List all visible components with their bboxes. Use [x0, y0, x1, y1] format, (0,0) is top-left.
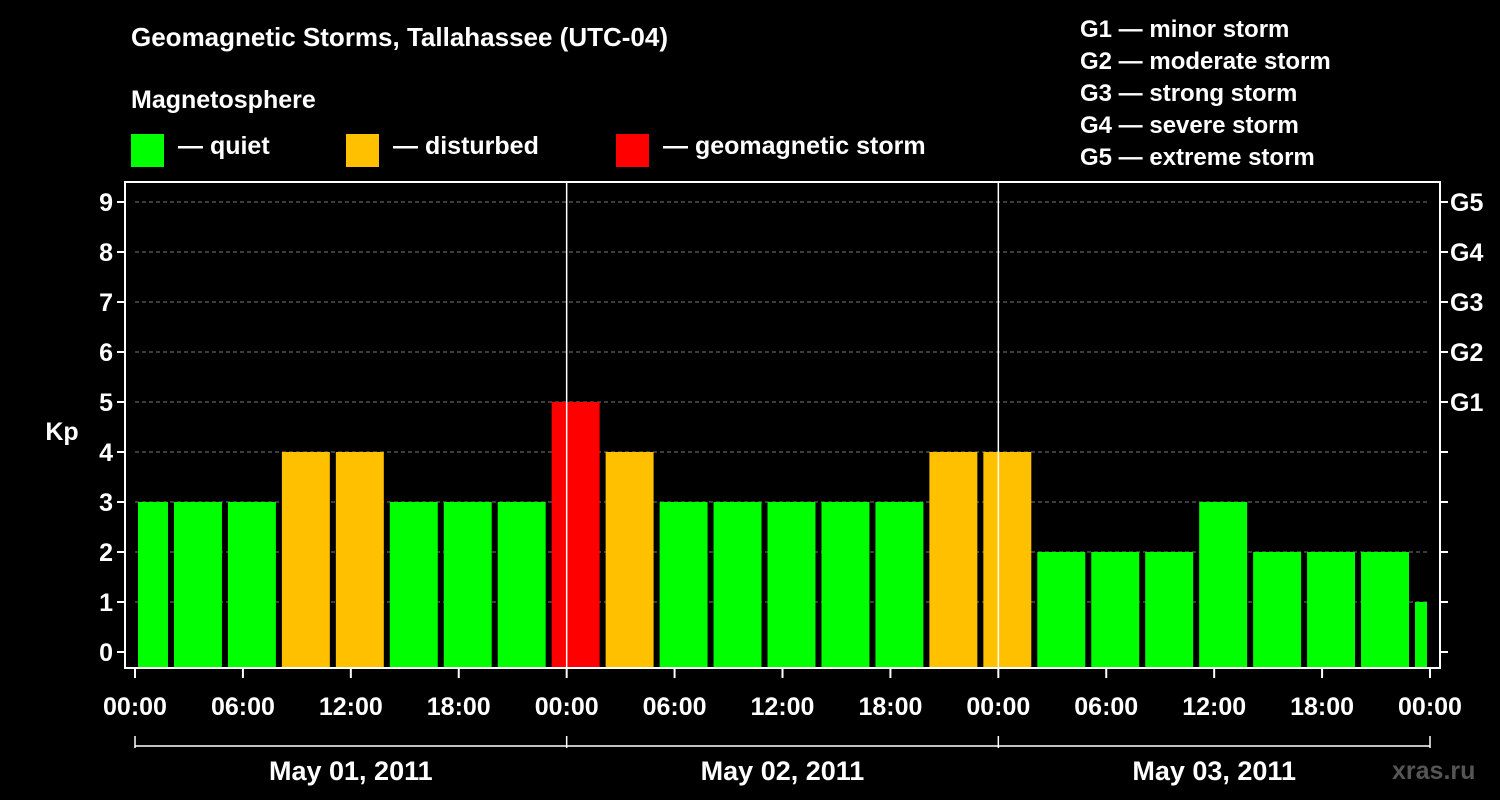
x-tick-label: 00:00: [1398, 693, 1462, 721]
y-tick-label: 1: [99, 589, 113, 617]
bar-quiet: [1307, 552, 1356, 668]
x-tick-label: 18:00: [427, 693, 491, 721]
bar-quiet: [1145, 552, 1194, 668]
bar-disturbed: [983, 452, 1032, 668]
y-tick-label: 8: [99, 239, 113, 267]
x-tick-label: 18:00: [1290, 693, 1354, 721]
x-tick-label: 12:00: [1182, 693, 1246, 721]
legend-swatch-storm: [616, 134, 649, 167]
g-level-label: G4: [1450, 239, 1483, 267]
bar-quiet: [875, 502, 924, 668]
bar-quiet: [1091, 552, 1140, 668]
bar-disturbed: [335, 452, 384, 668]
bar-quiet: [227, 502, 276, 668]
x-tick-label: 18:00: [858, 693, 922, 721]
bar-quiet: [138, 502, 168, 668]
g-level-label: G3: [1450, 289, 1483, 317]
bar-quiet: [713, 502, 762, 668]
y-tick-label: 4: [99, 439, 113, 467]
bar-quiet: [1361, 552, 1410, 668]
y-tick-label: 2: [99, 539, 113, 567]
bar-quiet: [389, 502, 438, 668]
storm-scale-g3: G3 — strong storm: [1080, 80, 1298, 107]
x-tick-label: 00:00: [103, 693, 167, 721]
bar-quiet: [659, 502, 708, 668]
y-tick-label: 5: [99, 389, 113, 417]
bar-storm: [551, 402, 600, 668]
x-tick-label: 12:00: [319, 693, 383, 721]
x-tick-label: 06:00: [643, 693, 707, 721]
legend-swatch-disturbed: [346, 134, 379, 167]
x-tick-label: 06:00: [211, 693, 275, 721]
bar-quiet: [821, 502, 870, 668]
storm-scale-g1: G1 — minor storm: [1080, 16, 1290, 43]
legend-swatch-quiet: [131, 134, 164, 167]
y-tick-label: 3: [99, 489, 113, 517]
x-tick-label: 12:00: [751, 693, 815, 721]
date-label: May 01, 2011: [269, 756, 433, 786]
y-tick-label: 9: [99, 189, 113, 217]
x-tick-label: 00:00: [966, 693, 1030, 721]
x-tick-label: 06:00: [1074, 693, 1138, 721]
bar-quiet: [173, 502, 222, 668]
bar-disturbed: [605, 452, 654, 668]
y-axis-label: Kp: [45, 418, 78, 446]
legend-label-quiet: — quiet: [178, 132, 270, 160]
bar-disturbed: [281, 452, 330, 668]
g-level-label: G5: [1450, 189, 1483, 217]
x-tick-label: 00:00: [535, 693, 599, 721]
legend-label-storm: — geomagnetic storm: [663, 132, 926, 160]
bar-quiet: [1253, 552, 1302, 668]
storm-scale-g5: G5 — extreme storm: [1080, 144, 1315, 171]
date-label: May 03, 2011: [1132, 756, 1296, 786]
bar-quiet: [1037, 552, 1086, 668]
legend-label-disturbed: — disturbed: [393, 132, 539, 160]
g-level-label: G2: [1450, 339, 1483, 367]
watermark: xras.ru: [1392, 757, 1476, 785]
storm-scale-g2: G2 — moderate storm: [1080, 48, 1331, 75]
bar-quiet: [1199, 502, 1248, 668]
date-label: May 02, 2011: [701, 756, 865, 786]
bar-quiet: [443, 502, 492, 668]
magnetosphere-heading: Magnetosphere: [131, 86, 316, 114]
bar-quiet: [767, 502, 816, 668]
g-level-label: G1: [1450, 389, 1483, 417]
storm-scale-g4: G4 — severe storm: [1080, 112, 1299, 139]
y-tick-label: 6: [99, 339, 113, 367]
y-tick-label: 0: [99, 639, 113, 667]
bar-disturbed: [929, 452, 978, 668]
bar-quiet: [497, 502, 546, 668]
bar-quiet: [1415, 602, 1427, 668]
chart-title: Geomagnetic Storms, Tallahassee (UTC-04): [131, 22, 669, 52]
y-tick-label: 7: [99, 289, 113, 317]
